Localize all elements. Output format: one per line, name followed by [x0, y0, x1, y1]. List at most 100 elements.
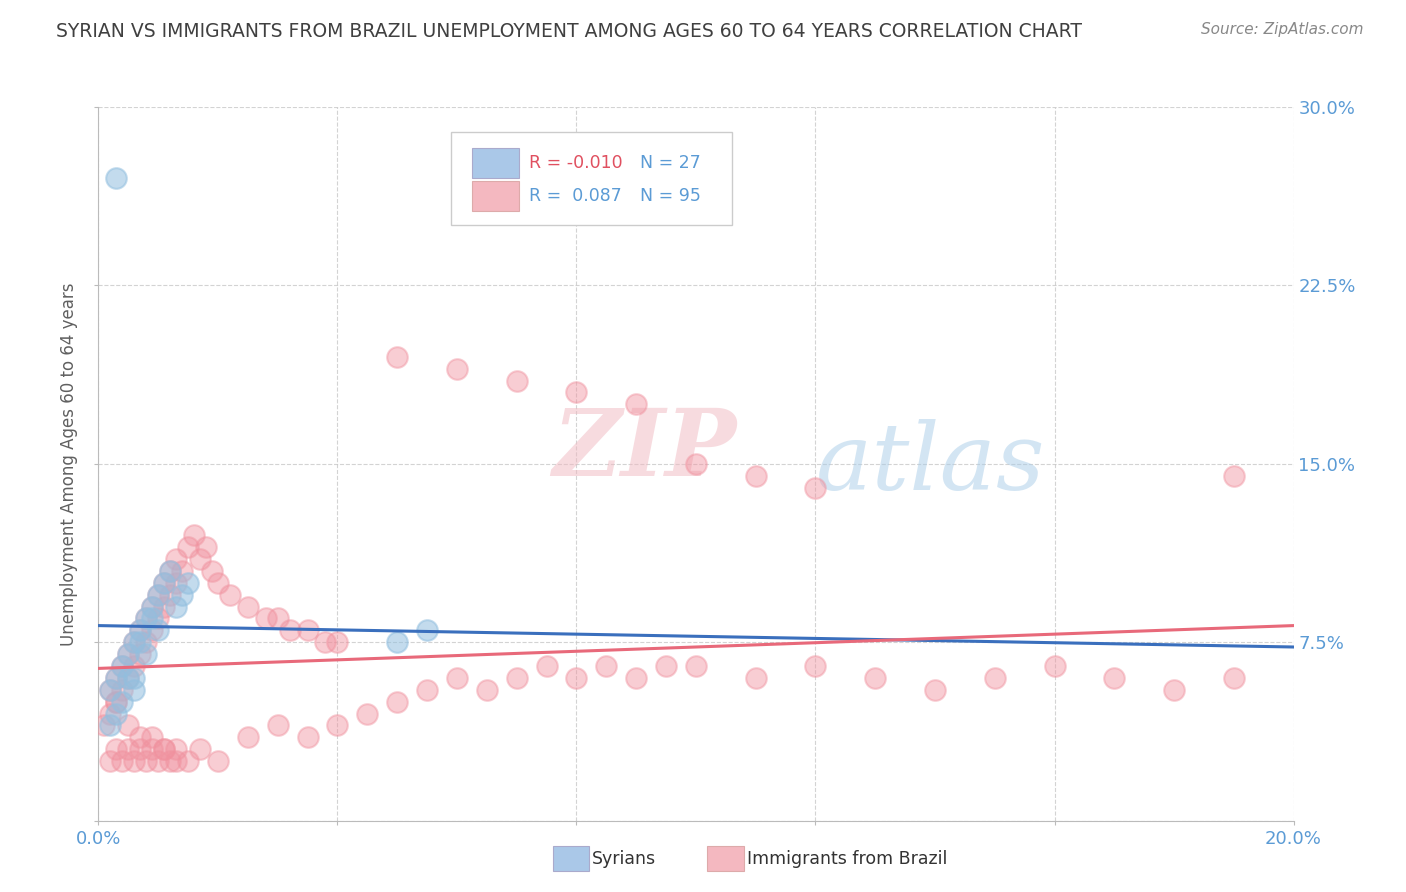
- Point: [153, 599, 176, 614]
- Point: [745, 468, 768, 483]
- FancyBboxPatch shape: [472, 180, 519, 211]
- Point: [148, 588, 170, 602]
- Point: [655, 659, 678, 673]
- Point: [117, 671, 139, 685]
- Point: [195, 540, 218, 554]
- Point: [385, 350, 409, 364]
- Point: [153, 575, 176, 590]
- Point: [804, 659, 827, 673]
- Text: N = 27: N = 27: [640, 153, 700, 171]
- Point: [626, 671, 648, 685]
- Point: [475, 682, 498, 697]
- Point: [153, 742, 176, 756]
- Text: SYRIAN VS IMMIGRANTS FROM BRAZIL UNEMPLOYMENT AMONG AGES 60 TO 64 YEARS CORRELAT: SYRIAN VS IMMIGRANTS FROM BRAZIL UNEMPLO…: [56, 22, 1083, 41]
- Point: [188, 742, 211, 756]
- Point: [148, 624, 170, 638]
- Point: [111, 659, 134, 673]
- Point: [267, 611, 290, 625]
- Text: ZIP: ZIP: [553, 405, 737, 494]
- Point: [141, 599, 163, 614]
- Point: [105, 742, 128, 756]
- Point: [446, 671, 468, 685]
- Point: [159, 564, 181, 578]
- Point: [565, 385, 588, 400]
- Point: [188, 552, 211, 566]
- Point: [141, 731, 163, 745]
- Point: [685, 457, 707, 471]
- FancyBboxPatch shape: [451, 132, 733, 225]
- Point: [172, 564, 194, 578]
- Point: [326, 635, 349, 649]
- Point: [153, 575, 176, 590]
- Text: Syrians: Syrians: [592, 850, 657, 868]
- Point: [416, 682, 439, 697]
- Point: [135, 635, 157, 649]
- Point: [745, 671, 768, 685]
- Point: [153, 742, 176, 756]
- Point: [1223, 468, 1246, 483]
- Point: [207, 575, 229, 590]
- Point: [100, 682, 122, 697]
- Point: [135, 754, 157, 768]
- Point: [315, 635, 337, 649]
- Text: N = 95: N = 95: [640, 186, 700, 204]
- Point: [159, 754, 181, 768]
- Point: [105, 695, 128, 709]
- Point: [105, 671, 128, 685]
- Point: [111, 754, 134, 768]
- Point: [105, 706, 128, 721]
- Point: [124, 682, 146, 697]
- Point: [159, 564, 181, 578]
- Point: [129, 635, 152, 649]
- Point: [111, 659, 134, 673]
- Point: [297, 731, 319, 745]
- Text: Immigrants from Brazil: Immigrants from Brazil: [747, 850, 948, 868]
- Point: [172, 588, 194, 602]
- Point: [165, 552, 187, 566]
- Point: [129, 624, 152, 638]
- Point: [148, 588, 170, 602]
- Point: [100, 754, 122, 768]
- Point: [1043, 659, 1066, 673]
- Point: [297, 624, 319, 638]
- Point: [105, 671, 128, 685]
- Text: atlas: atlas: [815, 419, 1045, 508]
- Point: [506, 671, 529, 685]
- Point: [536, 659, 558, 673]
- Point: [124, 754, 146, 768]
- Point: [111, 682, 134, 697]
- Point: [416, 624, 439, 638]
- Point: [177, 540, 200, 554]
- Point: [626, 397, 648, 411]
- Point: [105, 695, 128, 709]
- Point: [804, 481, 827, 495]
- Point: [177, 575, 200, 590]
- Point: [1223, 671, 1246, 685]
- Point: [129, 624, 152, 638]
- Point: [141, 599, 163, 614]
- Point: [111, 695, 134, 709]
- Point: [105, 171, 128, 186]
- Point: [117, 671, 139, 685]
- Point: [135, 611, 157, 625]
- Point: [865, 671, 887, 685]
- Point: [267, 718, 290, 732]
- Point: [135, 647, 157, 661]
- Point: [129, 647, 152, 661]
- Point: [165, 575, 187, 590]
- Point: [183, 528, 205, 542]
- Point: [148, 611, 170, 625]
- Text: Source: ZipAtlas.com: Source: ZipAtlas.com: [1201, 22, 1364, 37]
- Point: [984, 671, 1007, 685]
- Point: [117, 742, 139, 756]
- Point: [100, 682, 122, 697]
- Point: [326, 718, 349, 732]
- Point: [177, 754, 200, 768]
- Point: [100, 706, 122, 721]
- Point: [135, 611, 157, 625]
- Point: [117, 647, 139, 661]
- Point: [207, 754, 229, 768]
- Point: [159, 588, 181, 602]
- Point: [236, 731, 259, 745]
- Point: [93, 718, 115, 732]
